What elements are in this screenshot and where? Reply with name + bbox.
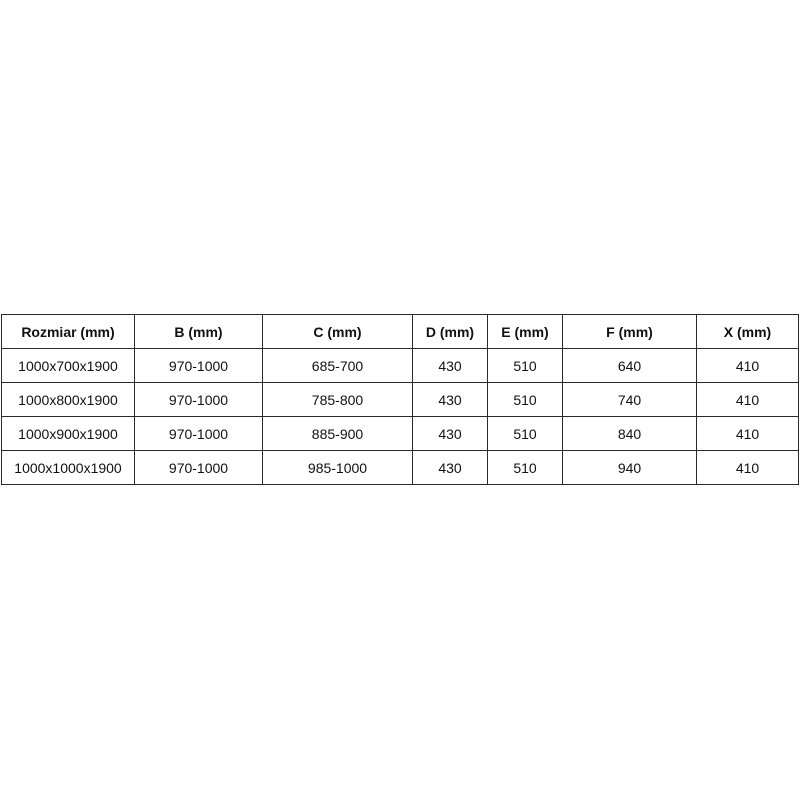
column-header: F (mm) (562, 314, 697, 349)
column-header: B (mm) (134, 314, 263, 349)
table-cell: 685-700 (262, 348, 413, 383)
table-cell: 510 (487, 382, 563, 417)
table-cell: 410 (696, 416, 799, 451)
column-header: X (mm) (696, 314, 799, 349)
table-cell: 1000x900x1900 (1, 416, 135, 451)
table-cell: 410 (696, 382, 799, 417)
table-row: 1000x900x1900 970-1000 885-900 430 510 840 410 (1, 416, 799, 451)
table-cell: 840 (562, 416, 697, 451)
table-cell: 510 (487, 450, 563, 485)
table-cell: 410 (696, 450, 799, 485)
table-cell: 1000x800x1900 (1, 382, 135, 417)
table-cell: 430 (412, 416, 488, 451)
table-row: 1000x700x1900 970-1000 685-700 430 510 640 410 (1, 348, 799, 383)
column-header: Rozmiar (mm) (1, 314, 135, 349)
table-cell: 970-1000 (134, 348, 263, 383)
table-cell: 430 (412, 450, 488, 485)
table-row: 1000x800x1900 970-1000 785-800 430 510 740 410 (1, 382, 799, 417)
table-cell: 430 (412, 348, 488, 383)
column-header: D (mm) (412, 314, 488, 349)
table-cell: 785-800 (262, 382, 413, 417)
table-cell: 740 (562, 382, 697, 417)
table-cell: 1000x700x1900 (1, 348, 135, 383)
table-row: 1000x1000x1900 970-1000 985-1000 430 510 940 4… (1, 450, 799, 485)
table-cell: 510 (487, 416, 563, 451)
table-cell: 970-1000 (134, 450, 263, 485)
column-header: E (mm) (487, 314, 563, 349)
table-cell: 985-1000 (262, 450, 413, 485)
table-cell: 970-1000 (134, 416, 263, 451)
table-cell: 510 (487, 348, 563, 383)
column-header: C (mm) (262, 314, 413, 349)
table-cell: 940 (562, 450, 697, 485)
table-cell: 410 (696, 348, 799, 383)
table-cell: 1000x1000x1900 (1, 450, 135, 485)
table-cell: 430 (412, 382, 488, 417)
dimensions-table: Rozmiar (mm) B (mm) C (mm) D (mm) E (mm) F (m… (1, 314, 799, 485)
table-cell: 640 (562, 348, 697, 383)
table-cell: 885-900 (262, 416, 413, 451)
header-row: Rozmiar (mm) B (mm) C (mm) D (mm) E (mm) F (m… (1, 314, 799, 349)
table-cell: 970-1000 (134, 382, 263, 417)
